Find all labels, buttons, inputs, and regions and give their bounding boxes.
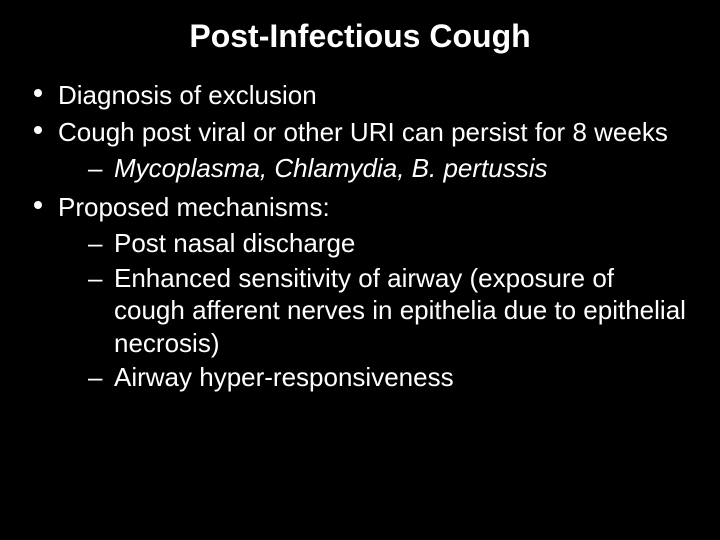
sub-item: – Airway hyper-responsiveness [58,361,690,394]
sub-list: – Mycoplasma, Chlamydia, B. pertussis [58,152,690,185]
bullet-text: Cough post viral or other URI can persis… [58,117,668,147]
dash-icon: – [88,227,102,260]
bullet-icon [34,201,42,209]
slide: Post-Infectious Cough Diagnosis of exclu… [0,0,720,540]
bullet-text: Proposed mechanisms: [58,192,330,222]
bullet-text: Diagnosis of exclusion [58,80,317,110]
bullet-item: Cough post viral or other URI can persis… [30,116,690,185]
dash-icon: – [88,262,102,295]
bullet-item: Proposed mechanisms: – Post nasal discha… [30,191,690,394]
sub-text: Post nasal discharge [114,228,355,258]
sub-item: – Enhanced sensitivity of airway (exposu… [58,262,690,360]
bullet-icon [34,126,42,134]
sub-text: Airway hyper-responsiveness [114,362,454,392]
sub-text: Mycoplasma, Chlamydia, B. pertussis [114,153,547,183]
dash-icon: – [88,361,102,394]
slide-title: Post-Infectious Cough [30,18,690,55]
sub-item: – Post nasal discharge [58,227,690,260]
sub-item: – Mycoplasma, Chlamydia, B. pertussis [58,152,690,185]
sub-list: – Post nasal discharge – Enhanced sensit… [58,227,690,394]
bullet-icon [34,89,42,97]
sub-text: Enhanced sensitivity of airway (exposure… [114,263,686,358]
bullet-list: Diagnosis of exclusion Cough post viral … [30,79,690,394]
bullet-item: Diagnosis of exclusion [30,79,690,112]
dash-icon: – [88,152,102,185]
